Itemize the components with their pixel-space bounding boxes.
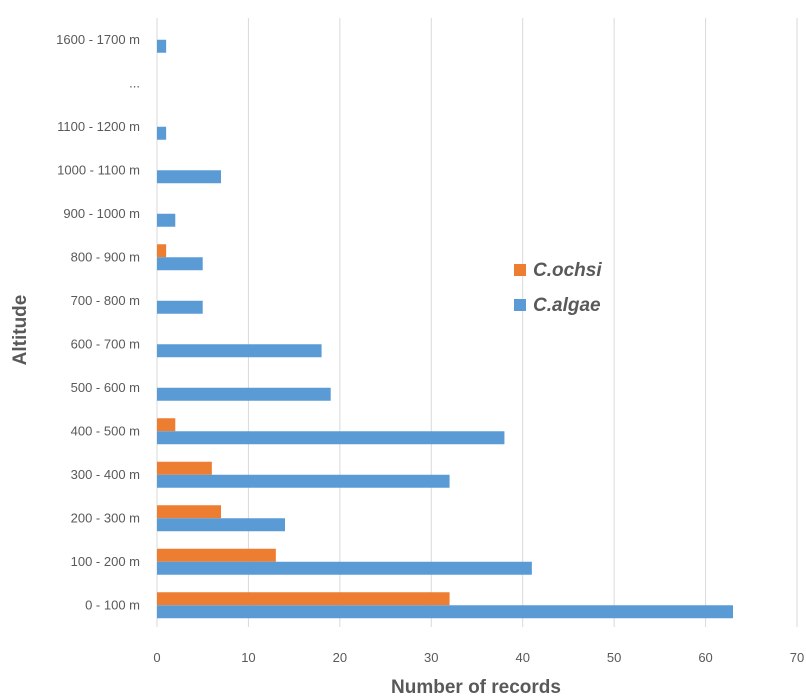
x-tick-label: 10	[241, 650, 255, 665]
bar-calgae-5	[157, 387, 331, 401]
x-axis-title: Number of records	[391, 677, 561, 697]
y-tick-label: 0 - 100 m	[85, 597, 140, 612]
bar-calgae-2	[157, 518, 285, 532]
bar-cochsi-4	[157, 418, 176, 432]
y-tick-label: 1100 - 1200 m	[57, 119, 140, 134]
y-tick-label: 200 - 300 m	[71, 510, 140, 525]
bar-cochsi-2	[157, 505, 221, 519]
y-tick-label: 500 - 600 m	[71, 380, 140, 395]
y-tick-label: 1600 - 1700 m	[56, 32, 140, 47]
legend: C.ochsi C.algae	[514, 260, 602, 316]
legend-label-algae: C.algae	[533, 295, 601, 316]
y-axis-title: Altitude	[10, 295, 31, 366]
x-tick-label: 50	[607, 650, 621, 665]
y-tick-label: 800 - 900 m	[71, 249, 140, 264]
bars	[157, 39, 733, 619]
y-tick-label: ...	[129, 75, 140, 90]
bar-calgae-6	[157, 344, 322, 358]
bar-calgae-1	[157, 561, 532, 575]
gridlines	[156, 18, 798, 627]
y-tick-label: 400 - 500 m	[71, 423, 140, 438]
bar-cochsi-0	[157, 592, 450, 606]
y-tick-label: 900 - 1000 m	[63, 206, 140, 221]
y-tick-labels: 0 - 100 m 100 - 200 m 200 - 300 m 300 - 400…	[56, 32, 140, 613]
x-tick-label: 40	[515, 650, 529, 665]
legend-label-ochsi: C.ochsi	[533, 260, 602, 281]
legend-swatch-algae	[514, 299, 526, 311]
bar-calgae-7	[157, 300, 203, 314]
y-tick-label: 100 - 200 m	[71, 554, 140, 569]
bar-calgae-8	[157, 257, 203, 271]
bar-calgae-4	[157, 431, 505, 445]
bar-calgae-9	[157, 213, 176, 227]
x-tick-label: 60	[698, 650, 712, 665]
bar-calgae-11	[157, 126, 167, 140]
x-tick-label: 70	[790, 650, 804, 665]
y-tick-label: 700 - 800 m	[71, 293, 140, 308]
y-tick-label: 300 - 400 m	[71, 467, 140, 482]
bar-calgae-10	[157, 170, 221, 184]
bar-calgae-3	[157, 474, 450, 488]
bar-calgae-13	[157, 39, 167, 53]
x-tick-labels: 0 10 20 30 40 50 60 70	[153, 650, 804, 665]
bar-calgae-0	[157, 605, 733, 619]
bar-cochsi-8	[157, 244, 167, 258]
x-tick-label: 0	[153, 650, 160, 665]
bar-cochsi-3	[157, 461, 212, 475]
y-tick-label: 600 - 700 m	[71, 336, 140, 351]
legend-swatch-ochsi	[514, 264, 526, 276]
bar-cochsi-1	[157, 548, 276, 562]
x-tick-label: 20	[333, 650, 347, 665]
x-tick-label: 30	[424, 650, 438, 665]
y-tick-label: 1000 - 1100 m	[57, 162, 140, 177]
